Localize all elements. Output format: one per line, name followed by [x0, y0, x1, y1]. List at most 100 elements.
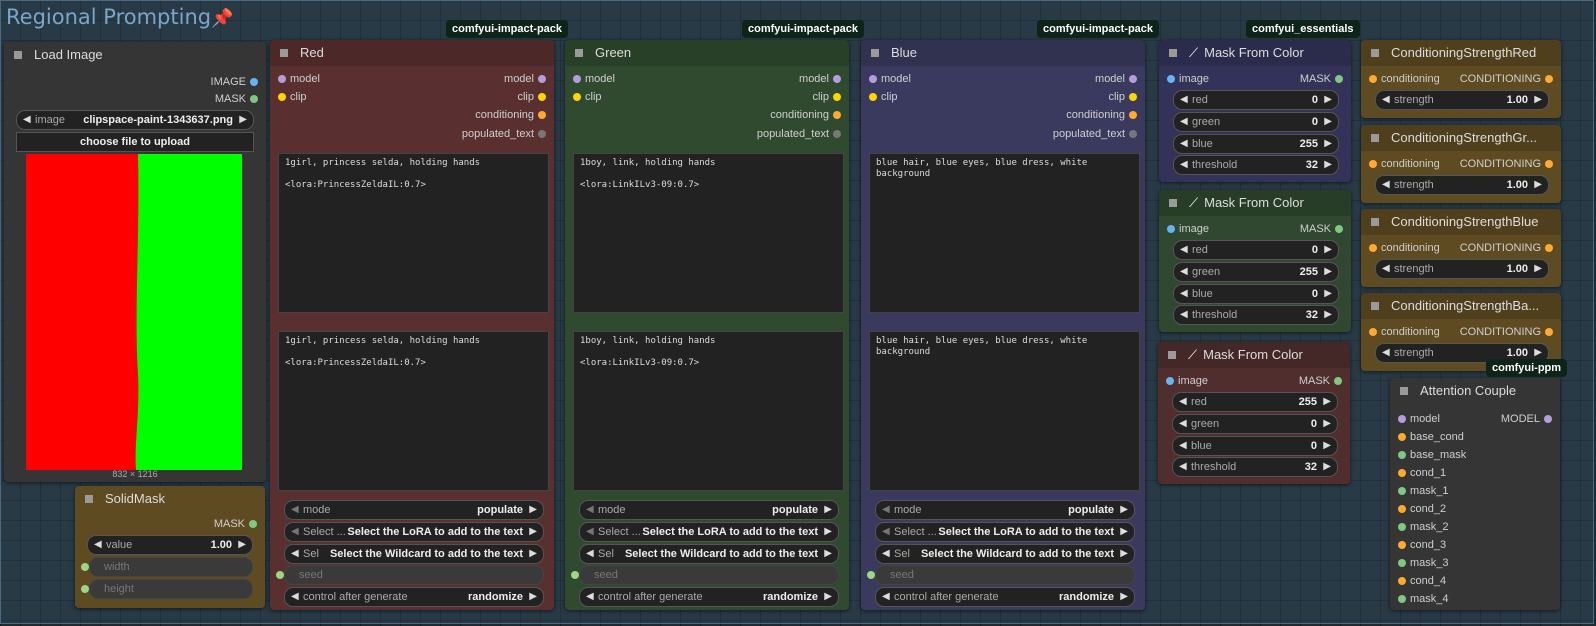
mode-select[interactable]: ◀ mode populate ▶ — [284, 500, 544, 520]
arrow-left-icon[interactable]: ◀ — [1180, 309, 1188, 320]
socket-dot[interactable] — [278, 93, 286, 101]
socket-dot[interactable] — [1398, 487, 1406, 495]
arrow-left-icon[interactable]: ◀ — [1180, 138, 1188, 149]
node-title[interactable]: ⟋ Mask From Color — [1159, 40, 1351, 66]
input-base-cond[interactable]: base_cond — [1398, 429, 1464, 445]
input-image[interactable]: image — [1166, 373, 1208, 389]
wildcard-text[interactable]: 1girl, princess selda, holding hands <lo… — [278, 153, 549, 313]
socket-dot[interactable] — [538, 75, 546, 83]
arrow-right-icon[interactable]: ▶ — [529, 591, 537, 602]
input-conditioning[interactable]: conditioning — [1369, 71, 1440, 87]
strength-widget[interactable]: ◀ strength 1.00 ▶ — [1375, 343, 1549, 363]
collapse-toggle[interactable] — [1371, 134, 1379, 142]
arrow-left-icon[interactable]: ◀ — [1382, 347, 1390, 358]
arrow-right-icon[interactable]: ▶ — [1534, 94, 1542, 105]
arrow-left-icon[interactable]: ◀ — [1180, 266, 1188, 277]
arrow-right-icon[interactable]: ▶ — [1534, 347, 1542, 358]
red-widget[interactable]: ◀ red 255 ▶ — [1172, 392, 1338, 412]
node-title[interactable]: ConditioningStrengthBa... — [1361, 293, 1561, 319]
input-clip[interactable]: clip — [869, 89, 898, 105]
socket-dot[interactable] — [249, 520, 257, 528]
input-model[interactable]: model — [869, 71, 911, 87]
input-model[interactable]: model — [573, 71, 615, 87]
input-mask-1[interactable]: mask_1 — [1398, 483, 1449, 499]
output-model[interactable]: model — [1095, 71, 1137, 87]
socket-dot[interactable] — [1129, 75, 1137, 83]
node-title[interactable]: ConditioningStrengthRed — [1361, 40, 1561, 66]
output-conditioning[interactable]: CONDITIONING — [1460, 156, 1553, 172]
arrow-left-icon[interactable]: ◀ — [1179, 440, 1187, 451]
control-after-generate-select[interactable]: ◀ control after generate randomize ▶ — [579, 587, 839, 607]
socket-dot[interactable] — [833, 75, 841, 83]
socket-dot[interactable] — [1544, 415, 1552, 423]
arrow-left-icon[interactable]: ◀ — [586, 504, 594, 515]
arrow-left-icon[interactable]: ◀ — [1180, 159, 1188, 170]
collapse-toggle[interactable] — [871, 49, 879, 57]
arrow-right-icon[interactable]: ▶ — [824, 504, 832, 515]
output-mask[interactable]: MASK — [1300, 71, 1343, 87]
node-title[interactable]: ConditioningStrengthGr... — [1361, 125, 1561, 151]
red-widget[interactable]: ◀ red 0 ▶ — [1173, 240, 1339, 260]
node-title[interactable]: Blue — [861, 40, 1145, 66]
arrow-right-icon[interactable]: ▶ — [1324, 288, 1332, 299]
node-title[interactable]: SolidMask — [75, 486, 265, 512]
socket-dot[interactable] — [1398, 559, 1406, 567]
socket-dot[interactable] — [1545, 244, 1553, 252]
arrow-right-icon[interactable]: ▶ — [1323, 396, 1331, 407]
input-conditioning[interactable]: conditioning — [1369, 240, 1440, 256]
arrow-right-icon[interactable]: ▶ — [1324, 309, 1332, 320]
input-conditioning[interactable]: conditioning — [1369, 324, 1440, 340]
socket-dot[interactable] — [1369, 244, 1377, 252]
conditioning-strength-node-base[interactable]: ConditioningStrengthBa... conditioning C… — [1361, 293, 1561, 371]
blue-widget[interactable]: ◀ blue 0 ▶ — [1173, 284, 1339, 304]
socket-dot[interactable] — [1335, 75, 1343, 83]
socket-dot[interactable] — [1369, 75, 1377, 83]
collapse-toggle[interactable] — [14, 51, 22, 59]
arrow-left-icon[interactable]: ◀ — [1179, 461, 1187, 472]
arrow-left-icon[interactable]: ◀ — [1180, 94, 1188, 105]
arrow-left-icon[interactable]: ◀ — [291, 504, 299, 515]
seed-socket[interactable] — [571, 571, 579, 579]
input-mask-2[interactable]: mask_2 — [1398, 519, 1449, 535]
output-model[interactable]: model — [799, 71, 841, 87]
input-model[interactable]: model — [1398, 411, 1440, 427]
height-widget[interactable]: height — [89, 579, 253, 599]
blue-widget[interactable]: ◀ blue 255 ▶ — [1173, 134, 1339, 154]
populated-text[interactable]: 1girl, princess selda, holding hands <lo… — [278, 331, 549, 491]
arrow-left-icon[interactable]: ◀ — [1179, 418, 1187, 429]
arrow-right-icon[interactable]: ▶ — [529, 526, 537, 537]
input-model[interactable]: model — [278, 71, 320, 87]
wildcard-node-blue[interactable]: Blue model clip model clip conditioning … — [861, 40, 1145, 610]
arrow-left-icon[interactable]: ◀ — [882, 526, 890, 537]
output-model[interactable]: model — [504, 71, 546, 87]
socket-dot[interactable] — [250, 78, 258, 86]
socket-dot[interactable] — [1398, 523, 1406, 531]
socket-dot[interactable] — [1545, 75, 1553, 83]
mask-from-color-node-blue[interactable]: ⟋ Mask From Color image MASK ◀ red 0 ▶ ◀ … — [1159, 40, 1351, 182]
output-conditioning[interactable]: conditioning — [475, 107, 546, 123]
seed-widget[interactable]: seed — [875, 565, 1135, 585]
collapse-toggle[interactable] — [1169, 199, 1177, 207]
input-clip[interactable]: clip — [573, 89, 602, 105]
output-conditioning[interactable]: conditioning — [1066, 107, 1137, 123]
value-widget[interactable]: ◀ value 1.00 ▶ — [87, 535, 253, 555]
arrow-right-icon[interactable]: ▶ — [1323, 461, 1331, 472]
socket-dot[interactable] — [1335, 225, 1343, 233]
width-socket[interactable] — [81, 563, 89, 571]
input-image[interactable]: image — [1167, 221, 1209, 237]
socket-dot[interactable] — [573, 75, 581, 83]
output-mask[interactable]: MASK — [214, 516, 257, 532]
green-widget[interactable]: ◀ green 0 ▶ — [1172, 414, 1338, 434]
output-populated-text[interactable]: populated_text — [1053, 126, 1137, 142]
wildcard-select[interactable]: ◀ Sel Select the Wildcard to add to the … — [875, 544, 1135, 564]
socket-dot[interactable] — [1129, 111, 1137, 119]
arrow-left-icon[interactable]: ◀ — [1180, 288, 1188, 299]
socket-dot[interactable] — [1545, 328, 1553, 336]
red-widget[interactable]: ◀ red 0 ▶ — [1173, 90, 1339, 110]
collapse-toggle[interactable] — [1371, 49, 1379, 57]
socket-dot[interactable] — [833, 93, 841, 101]
socket-dot[interactable] — [1398, 577, 1406, 585]
output-clip[interactable]: clip — [812, 89, 841, 105]
input-image[interactable]: image — [1167, 71, 1209, 87]
green-widget[interactable]: ◀ green 0 ▶ — [1173, 112, 1339, 132]
